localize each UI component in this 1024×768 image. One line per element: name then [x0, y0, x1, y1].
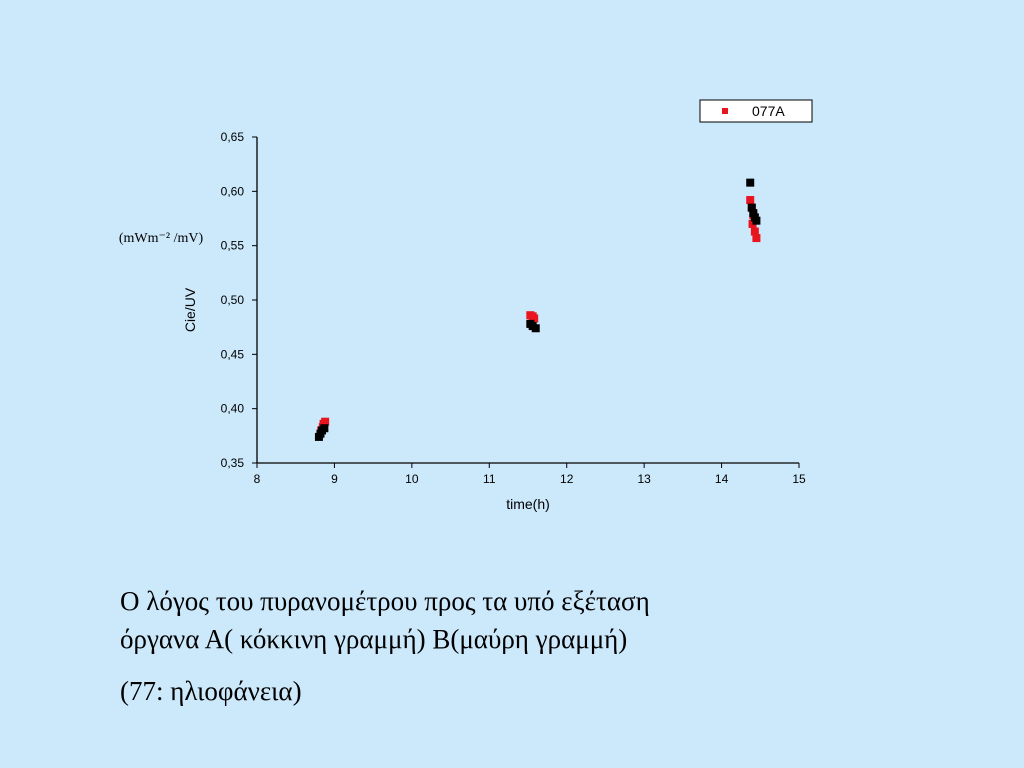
legend-label: 077A: [752, 103, 785, 119]
caption-line: Ο λόγος του πυρανομέτρου προς τα υπό εξέ…: [120, 586, 650, 616]
x-tick-label: 14: [715, 472, 729, 486]
y-axis-label: Cie/UV: [182, 287, 198, 332]
y-tick-label: 0,35: [221, 456, 245, 470]
y-tick-label: 0,60: [221, 184, 245, 198]
y-tick-label: 0,65: [221, 130, 245, 144]
x-tick-label: 12: [560, 472, 574, 486]
point: [752, 216, 761, 225]
y-axis-unit: (mWm⁻² /mV): [119, 231, 204, 246]
point: [320, 424, 329, 433]
point: [530, 314, 539, 323]
caption-note: (77: ηλιοφάνεια): [120, 676, 302, 706]
point: [321, 417, 330, 426]
caption-line: όργανα Α( κόκκινη γραμμή) Β(μαύρη γραμμή…: [120, 624, 628, 654]
point: [746, 196, 755, 205]
x-tick-label: 15: [792, 472, 806, 486]
y-tick-label: 0,50: [221, 293, 245, 307]
x-tick-label: 11: [483, 472, 496, 486]
x-tick-label: 9: [331, 472, 338, 486]
x-tick-label: 8: [254, 472, 261, 486]
point: [531, 324, 540, 333]
x-axis-label: time(h): [506, 496, 550, 512]
chart: time(h) Cie/UV (mWm⁻² /mV) 0,35 0,40 0,45 0…: [119, 99, 813, 512]
point: [749, 209, 758, 218]
legend-box: [699, 99, 813, 123]
point: [747, 203, 756, 212]
caption: Ο λόγος του πυρανομέτρου προς τα υπό εξέ…: [120, 582, 920, 710]
point: [752, 234, 761, 243]
y-tick-label: 0,55: [221, 239, 245, 253]
y-tick-label: 0,40: [221, 402, 245, 416]
x-tick-label: 10: [405, 472, 419, 486]
legend-swatch: [722, 108, 728, 114]
x-tick-label: 13: [637, 472, 651, 486]
point: [746, 178, 755, 187]
point: [750, 227, 759, 236]
y-tick-label: 0,45: [221, 347, 245, 361]
